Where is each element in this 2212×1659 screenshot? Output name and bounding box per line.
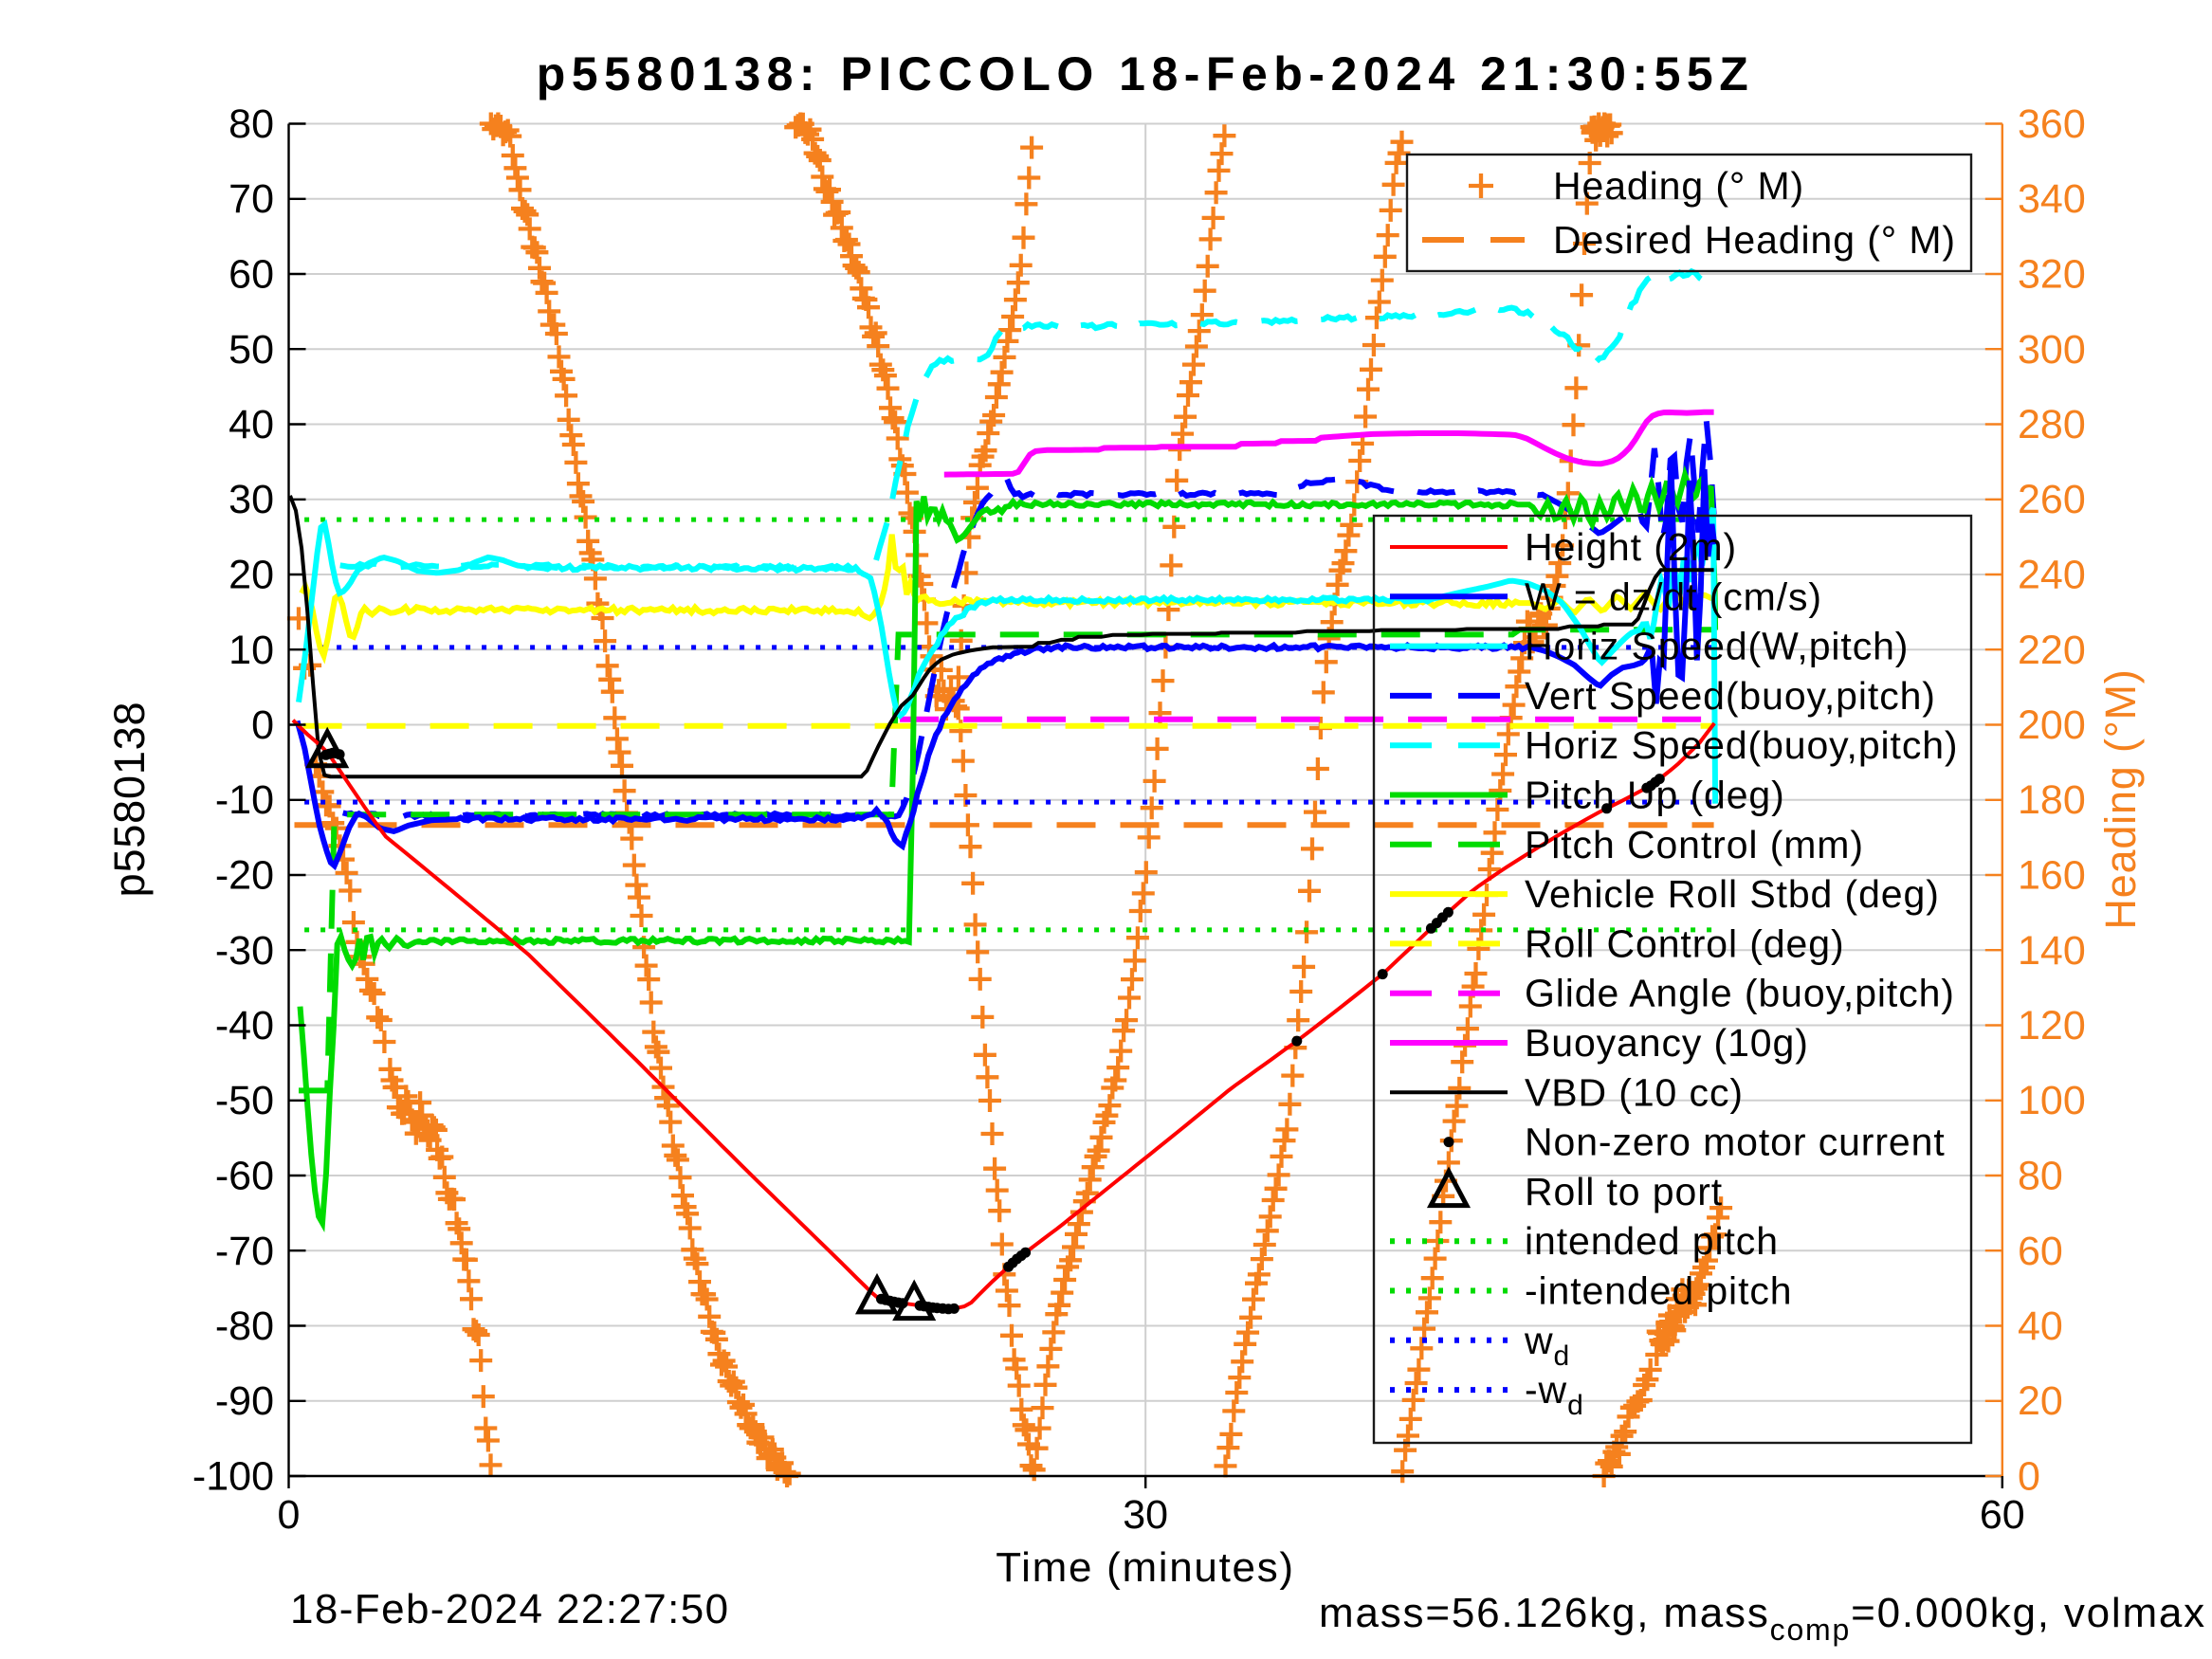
svg-text:Roll Control (deg): Roll Control (deg)	[1525, 921, 1845, 965]
svg-text:40: 40	[229, 402, 274, 447]
svg-text:18-Feb-2024 22:27:50: 18-Feb-2024 22:27:50	[290, 1586, 729, 1632]
svg-text:60: 60	[1980, 1492, 2025, 1538]
svg-text:180: 180	[2018, 777, 2086, 823]
svg-text:70: 70	[229, 176, 274, 222]
svg-text:50: 50	[229, 327, 274, 373]
svg-text:-10: -10	[215, 777, 274, 823]
svg-text:140: 140	[2018, 928, 2086, 974]
svg-text:-20: -20	[215, 853, 274, 899]
svg-text:200: 200	[2018, 702, 2086, 748]
svg-text:-intended pitch: -intended pitch	[1525, 1269, 1792, 1313]
svg-text:p5580138: p5580138	[105, 702, 154, 898]
svg-text:80: 80	[2018, 1154, 2063, 1199]
svg-text:260: 260	[2018, 477, 2086, 522]
svg-text:-60: -60	[215, 1154, 274, 1199]
svg-text:160: 160	[2018, 853, 2086, 899]
svg-text:40: 40	[2018, 1304, 2063, 1349]
svg-text:-100: -100	[192, 1454, 274, 1500]
svg-text:-70: -70	[215, 1229, 274, 1274]
svg-text:Height (2m): Height (2m)	[1525, 525, 1737, 569]
svg-text:Pitch Control (mm): Pitch Control (mm)	[1525, 823, 1864, 866]
svg-text:100: 100	[2018, 1078, 2086, 1123]
svg-text:10: 10	[229, 628, 274, 673]
svg-text:Time (minutes): Time (minutes)	[996, 1544, 1295, 1591]
svg-text:320: 320	[2018, 252, 2086, 298]
svg-text:Non-zero motor current: Non-zero motor current	[1525, 1121, 1946, 1164]
svg-text:0: 0	[251, 702, 274, 748]
svg-text:20: 20	[2018, 1378, 2063, 1424]
svg-text:Desired Heading (° M): Desired Heading (° M)	[1553, 218, 1956, 262]
svg-text:Horiz Speed(W,pitch): Horiz Speed(W,pitch)	[1525, 625, 1909, 668]
svg-text:VBD (10 cc): VBD (10 cc)	[1525, 1070, 1744, 1114]
svg-text:120: 120	[2018, 1003, 2086, 1048]
svg-text:30: 30	[229, 477, 274, 522]
svg-text:60: 60	[229, 252, 274, 298]
svg-text:240: 240	[2018, 553, 2086, 598]
svg-text:intended pitch: intended pitch	[1525, 1219, 1779, 1263]
svg-text:340: 340	[2018, 176, 2086, 222]
svg-text:Horiz Speed(buoy,pitch): Horiz Speed(buoy,pitch)	[1525, 723, 1959, 767]
svg-text:Vehicle Roll Stbd (deg): Vehicle Roll Stbd (deg)	[1525, 872, 1940, 916]
svg-text:Pitch Up (deg): Pitch Up (deg)	[1525, 774, 1785, 817]
svg-text:20: 20	[229, 553, 274, 598]
svg-text:60: 60	[2018, 1229, 2063, 1274]
svg-text:80: 80	[229, 101, 274, 147]
svg-text:30: 30	[1123, 1492, 1168, 1538]
svg-text:-50: -50	[215, 1078, 274, 1123]
svg-text:280: 280	[2018, 402, 2086, 447]
svg-text:Buoyancy (10g): Buoyancy (10g)	[1525, 1021, 1809, 1065]
svg-text:Glide Angle (buoy,pitch): Glide Angle (buoy,pitch)	[1525, 972, 1955, 1015]
svg-text:0: 0	[2018, 1454, 2040, 1500]
svg-text:Roll to port: Roll to port	[1525, 1170, 1723, 1213]
svg-text:p5580138: PICCOLO 18-Feb-2024: p5580138: PICCOLO 18-Feb-2024 21:30:55Z	[537, 47, 1755, 100]
svg-text:-80: -80	[215, 1304, 274, 1349]
svg-text:-40: -40	[215, 1003, 274, 1048]
svg-text:-30: -30	[215, 928, 274, 974]
svg-text:300: 300	[2018, 327, 2086, 373]
svg-text:-90: -90	[215, 1378, 274, 1424]
svg-text:Heading (° M): Heading (° M)	[1553, 164, 1804, 208]
svg-text:360: 360	[2018, 101, 2086, 147]
svg-text:220: 220	[2018, 628, 2086, 673]
svg-text:Heading (°M): Heading (°M)	[2096, 668, 2145, 929]
svg-text:0: 0	[278, 1492, 301, 1538]
svg-text:Vert Speed(buoy,pitch): Vert Speed(buoy,pitch)	[1525, 674, 1936, 718]
svg-text:W = dz/dt (cm/s): W = dz/dt (cm/s)	[1525, 574, 1822, 618]
